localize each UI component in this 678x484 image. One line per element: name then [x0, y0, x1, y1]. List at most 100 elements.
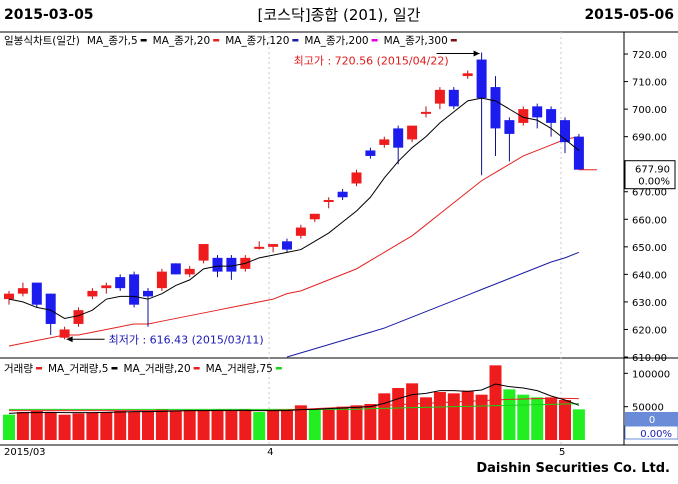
legend-swatch	[292, 39, 299, 42]
ma20-line	[8, 136, 579, 347]
candle	[504, 117, 515, 162]
volume-bar	[322, 409, 335, 440]
volume-bar	[30, 410, 43, 440]
legend-label: MA_종가,20	[153, 35, 211, 47]
volume-bar	[3, 414, 15, 440]
volume-bar	[378, 393, 391, 440]
volume-bar	[86, 412, 99, 440]
candle	[351, 169, 362, 187]
legend-swatch	[193, 367, 200, 370]
last-price-label: 677.90	[635, 165, 670, 176]
candle-body	[434, 89, 445, 104]
candle-body	[351, 172, 362, 184]
volume-bar	[100, 412, 113, 440]
vol-ma5-line	[8, 383, 580, 414]
volume-bar	[433, 392, 446, 440]
candle-body	[309, 213, 320, 220]
x-axis-label: 2015/03	[4, 447, 46, 458]
candle-body	[4, 293, 14, 300]
legend-swatch	[35, 367, 42, 370]
candle-body	[504, 120, 515, 134]
candle	[87, 288, 98, 300]
candle-body	[365, 150, 376, 156]
candle-body	[59, 329, 70, 338]
candle-body	[31, 282, 42, 305]
footer-credit: Daishin Securities Co. Ltd.	[476, 461, 670, 476]
candle	[365, 147, 376, 159]
candle-body	[546, 109, 557, 123]
volume-bar	[44, 412, 57, 440]
candle	[546, 106, 557, 137]
candle-body	[226, 257, 237, 272]
legend-swatch	[140, 39, 147, 42]
candle-body	[115, 277, 126, 289]
volume-bar	[447, 393, 460, 440]
price-tick-label: 690.00	[632, 133, 667, 144]
candle	[323, 197, 334, 209]
candle-body	[448, 89, 459, 107]
volume-value-box	[625, 412, 678, 426]
candle	[462, 70, 473, 79]
candle	[476, 52, 487, 176]
high-annotation: 최고가 : 720.56 (2015/04/22)	[294, 54, 449, 67]
candle-body	[17, 288, 28, 294]
volume-bar	[253, 412, 266, 440]
candle	[532, 103, 543, 129]
volume-bar	[489, 365, 502, 440]
volume-tick-label: 100000	[632, 369, 670, 380]
candle-body	[73, 310, 84, 324]
legend-label: MA_종가,5	[87, 35, 138, 47]
legend-label: MA_거래량,20	[123, 363, 190, 375]
candle	[226, 255, 237, 280]
candle-body	[462, 73, 473, 77]
volume-bar	[128, 412, 141, 440]
candle	[393, 125, 404, 165]
candle	[184, 266, 195, 278]
candle-body	[254, 246, 265, 249]
volume-bar	[155, 409, 168, 440]
candle-body	[170, 263, 181, 275]
price-tick-label: 670.00	[632, 188, 667, 199]
candle-body	[295, 227, 306, 236]
legend-label: 거래량	[4, 363, 33, 375]
legend-swatch	[213, 39, 220, 42]
candle	[198, 244, 209, 264]
price-tick-label: 700.00	[632, 105, 667, 116]
volume-bar	[183, 410, 196, 440]
candle	[143, 288, 153, 327]
candle-body	[156, 271, 167, 289]
volume-bar	[169, 410, 182, 440]
candle	[129, 271, 140, 308]
volume-bar	[225, 410, 238, 440]
high-arrowhead	[473, 50, 480, 57]
price-change-label: 0.00%	[638, 177, 670, 188]
candle	[407, 125, 418, 143]
candle-body	[129, 274, 140, 305]
price-tick-label: 720.00	[632, 50, 667, 61]
legend-swatch	[450, 39, 457, 42]
volume-bar	[420, 397, 432, 440]
volume-bar	[503, 389, 516, 440]
candle-body	[101, 285, 112, 289]
volume-bar	[545, 397, 558, 440]
x-axis-label: 5	[559, 447, 565, 458]
volume-bar	[281, 410, 293, 440]
volume-tick-label: 50000	[632, 403, 664, 414]
candle	[17, 282, 28, 297]
candle-body	[184, 268, 195, 275]
low-arrowhead	[66, 336, 73, 343]
volume-bar	[336, 406, 349, 440]
candle-body	[476, 59, 487, 99]
volume-bar	[58, 414, 71, 440]
candle	[101, 282, 112, 294]
candle-body	[282, 241, 292, 250]
candle	[421, 106, 431, 118]
volume-bar	[308, 409, 321, 440]
price-tick-label: 710.00	[632, 78, 667, 89]
candle-body	[532, 106, 543, 118]
volume-bar	[211, 410, 224, 440]
volume-bar	[364, 404, 377, 440]
candle	[254, 241, 265, 250]
candle	[156, 268, 167, 291]
